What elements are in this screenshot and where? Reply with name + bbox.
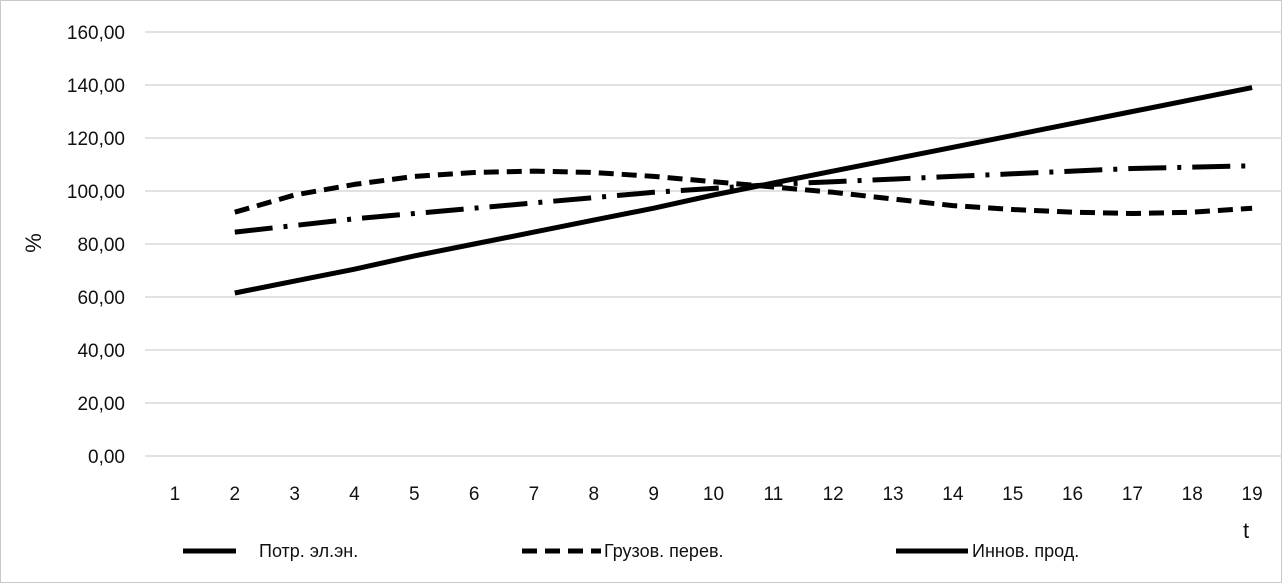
x-tick-label: 11 [763, 484, 783, 505]
x-tick-label: 17 [1122, 484, 1143, 505]
series-line-3 [234, 85, 1253, 296]
y-axis-title: % [21, 233, 46, 253]
x-tick-label: 14 [942, 484, 964, 505]
x-tick-label: 16 [1062, 484, 1083, 505]
series-line-1 [234, 163, 1253, 235]
x-tick-label: 12 [823, 484, 844, 505]
y-axis-ticks: 0,00 20,00 40,00 60,00 80,00 100,00 120,00 140,… [67, 23, 125, 468]
y-tick-label: 20,00 [77, 394, 125, 415]
x-tick-label: 4 [349, 484, 360, 505]
y-tick-label: 0,00 [88, 447, 125, 468]
x-tick-label: 8 [589, 484, 600, 505]
y-tick-label: 80,00 [77, 235, 125, 256]
x-tick-label: 15 [1002, 484, 1023, 505]
x-tick-label: 9 [648, 484, 659, 505]
y-tick-label: 140,00 [67, 76, 125, 97]
x-tick-label: 5 [409, 484, 420, 505]
y-tick-label: 40,00 [77, 341, 125, 362]
x-axis-ticks: 1 2 3 4 5 6 7 8 9 10 11 12 13 14 15 16 17 18 19 [170, 484, 1263, 505]
y-tick-label: 160,00 [67, 23, 125, 44]
x-tick-label: 2 [229, 484, 240, 505]
legend-label-2: Грузов. перев. [604, 541, 724, 561]
x-tick-label: 19 [1242, 484, 1263, 505]
legend-label-1: Потр. эл.эн. [259, 541, 358, 561]
series-layer [234, 85, 1253, 296]
x-tick-label: 7 [529, 484, 540, 505]
x-tick-label: 3 [289, 484, 300, 505]
grid [145, 31, 1282, 457]
x-tick-label: 6 [469, 484, 480, 505]
x-tick-label: 1 [170, 484, 181, 505]
x-tick-label: 10 [703, 484, 724, 505]
x-tick-label: 13 [882, 484, 903, 505]
y-tick-label: 100,00 [67, 182, 125, 203]
series-line-2 [234, 168, 1253, 216]
y-tick-label: 120,00 [67, 129, 125, 150]
legend-label-3: Иннов. прод. [972, 541, 1079, 561]
legend: Потр. эл.эн. Грузов. перев. Иннов. прод. [183, 541, 1079, 561]
x-axis-title: t [1243, 518, 1249, 543]
x-tick-label: 18 [1182, 484, 1203, 505]
y-tick-label: 60,00 [77, 288, 125, 309]
